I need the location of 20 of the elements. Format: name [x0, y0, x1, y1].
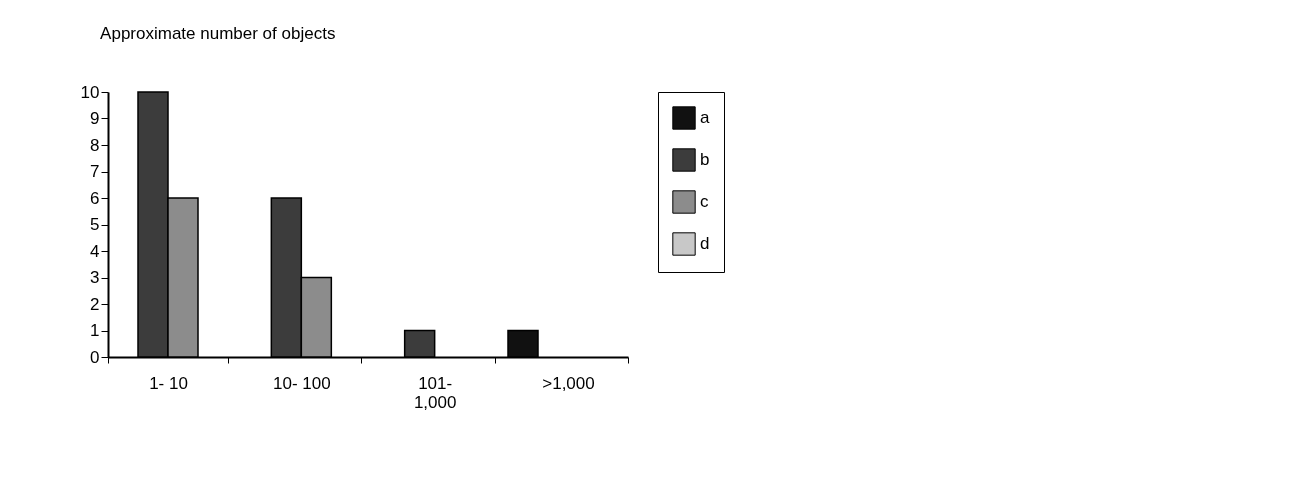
y-tick-label: 3 [90, 268, 100, 287]
legend-label: d [700, 234, 710, 253]
x-tick-label: 101- 1,000 [413, 373, 457, 412]
y-tick-label: 5 [90, 215, 100, 234]
y-tick-label: 4 [90, 241, 100, 261]
y-tick-label: 6 [90, 188, 100, 208]
y-tick-label: 1 [90, 321, 100, 340]
y-tick-label: 0 [90, 347, 100, 367]
legend-label: c [700, 192, 709, 211]
y-tick-label: 10 [80, 82, 100, 102]
y-tick-label: 2 [90, 294, 100, 314]
y-tick-label: 8 [90, 135, 100, 155]
y-tick-label: 7 [90, 162, 100, 181]
legend-label: a [700, 108, 710, 127]
x-tick-label: >1,000 [542, 373, 595, 393]
x-tick-label: 10- 100 [273, 373, 331, 393]
chart-title: Approximate number of objects [100, 24, 336, 43]
x-tick-label: 1- 10 [149, 373, 188, 393]
legend-label: b [700, 150, 710, 169]
y-tick-label: 9 [90, 109, 100, 128]
